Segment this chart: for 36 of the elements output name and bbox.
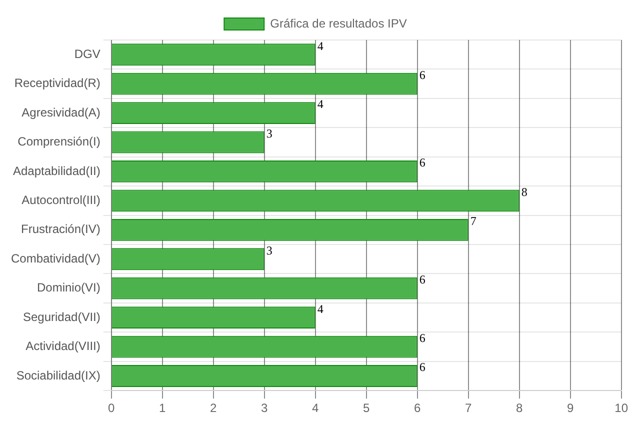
x-tick-label: 3 — [261, 401, 268, 416]
data-label: 4 — [317, 302, 324, 316]
legend-label: Gráfica de resultados IPV — [270, 16, 407, 30]
data-label: 3 — [266, 126, 272, 140]
data-label: 6 — [419, 330, 426, 345]
x-tick-label: 8 — [516, 401, 523, 416]
y-tick-label: Comprensión(I) — [18, 134, 100, 149]
data-label: 6 — [419, 272, 426, 287]
y-tick-label: Agresividad(A) — [22, 105, 100, 120]
y-tick-label: Autocontrol(III) — [22, 193, 100, 208]
x-tick-label: 5 — [363, 401, 370, 416]
data-label: 7 — [470, 214, 476, 228]
y-tick-label: Combatividad(V) — [10, 251, 100, 266]
data-label: 6 — [419, 360, 426, 374]
x-tick-label: 9 — [566, 401, 574, 416]
data-label: 4 — [317, 38, 324, 53]
x-tick-label: 1 — [159, 401, 166, 416]
x-tick-label: 6 — [414, 401, 421, 416]
y-tick-label: Adaptabilidad(II) — [12, 164, 100, 178]
y-tick-label: Seguridad(VII) — [22, 310, 100, 324]
x-tick-label: 4 — [312, 401, 320, 416]
data-label: 4 — [317, 97, 324, 112]
data-label: 6 — [419, 68, 426, 82]
x-tick-label: 0 — [108, 401, 116, 416]
x-tick-label: 2 — [210, 401, 218, 416]
y-tick-label: Sociabilidad(IX) — [16, 368, 100, 382]
y-tick-label: Frustración(IV) — [21, 222, 100, 236]
data-label: 3 — [266, 243, 272, 258]
data-label: 6 — [419, 156, 426, 170]
x-tick-label: 10 — [614, 401, 628, 416]
y-tick-label: Receptividad(R) — [14, 76, 100, 90]
data-label: 8 — [521, 184, 528, 199]
y-tick-label: Actividad(VIII) — [26, 339, 100, 354]
x-tick-label: 7 — [464, 401, 472, 416]
y-tick-label: DGV — [74, 46, 100, 61]
y-tick-label: Dominio(VI) — [37, 280, 100, 295]
